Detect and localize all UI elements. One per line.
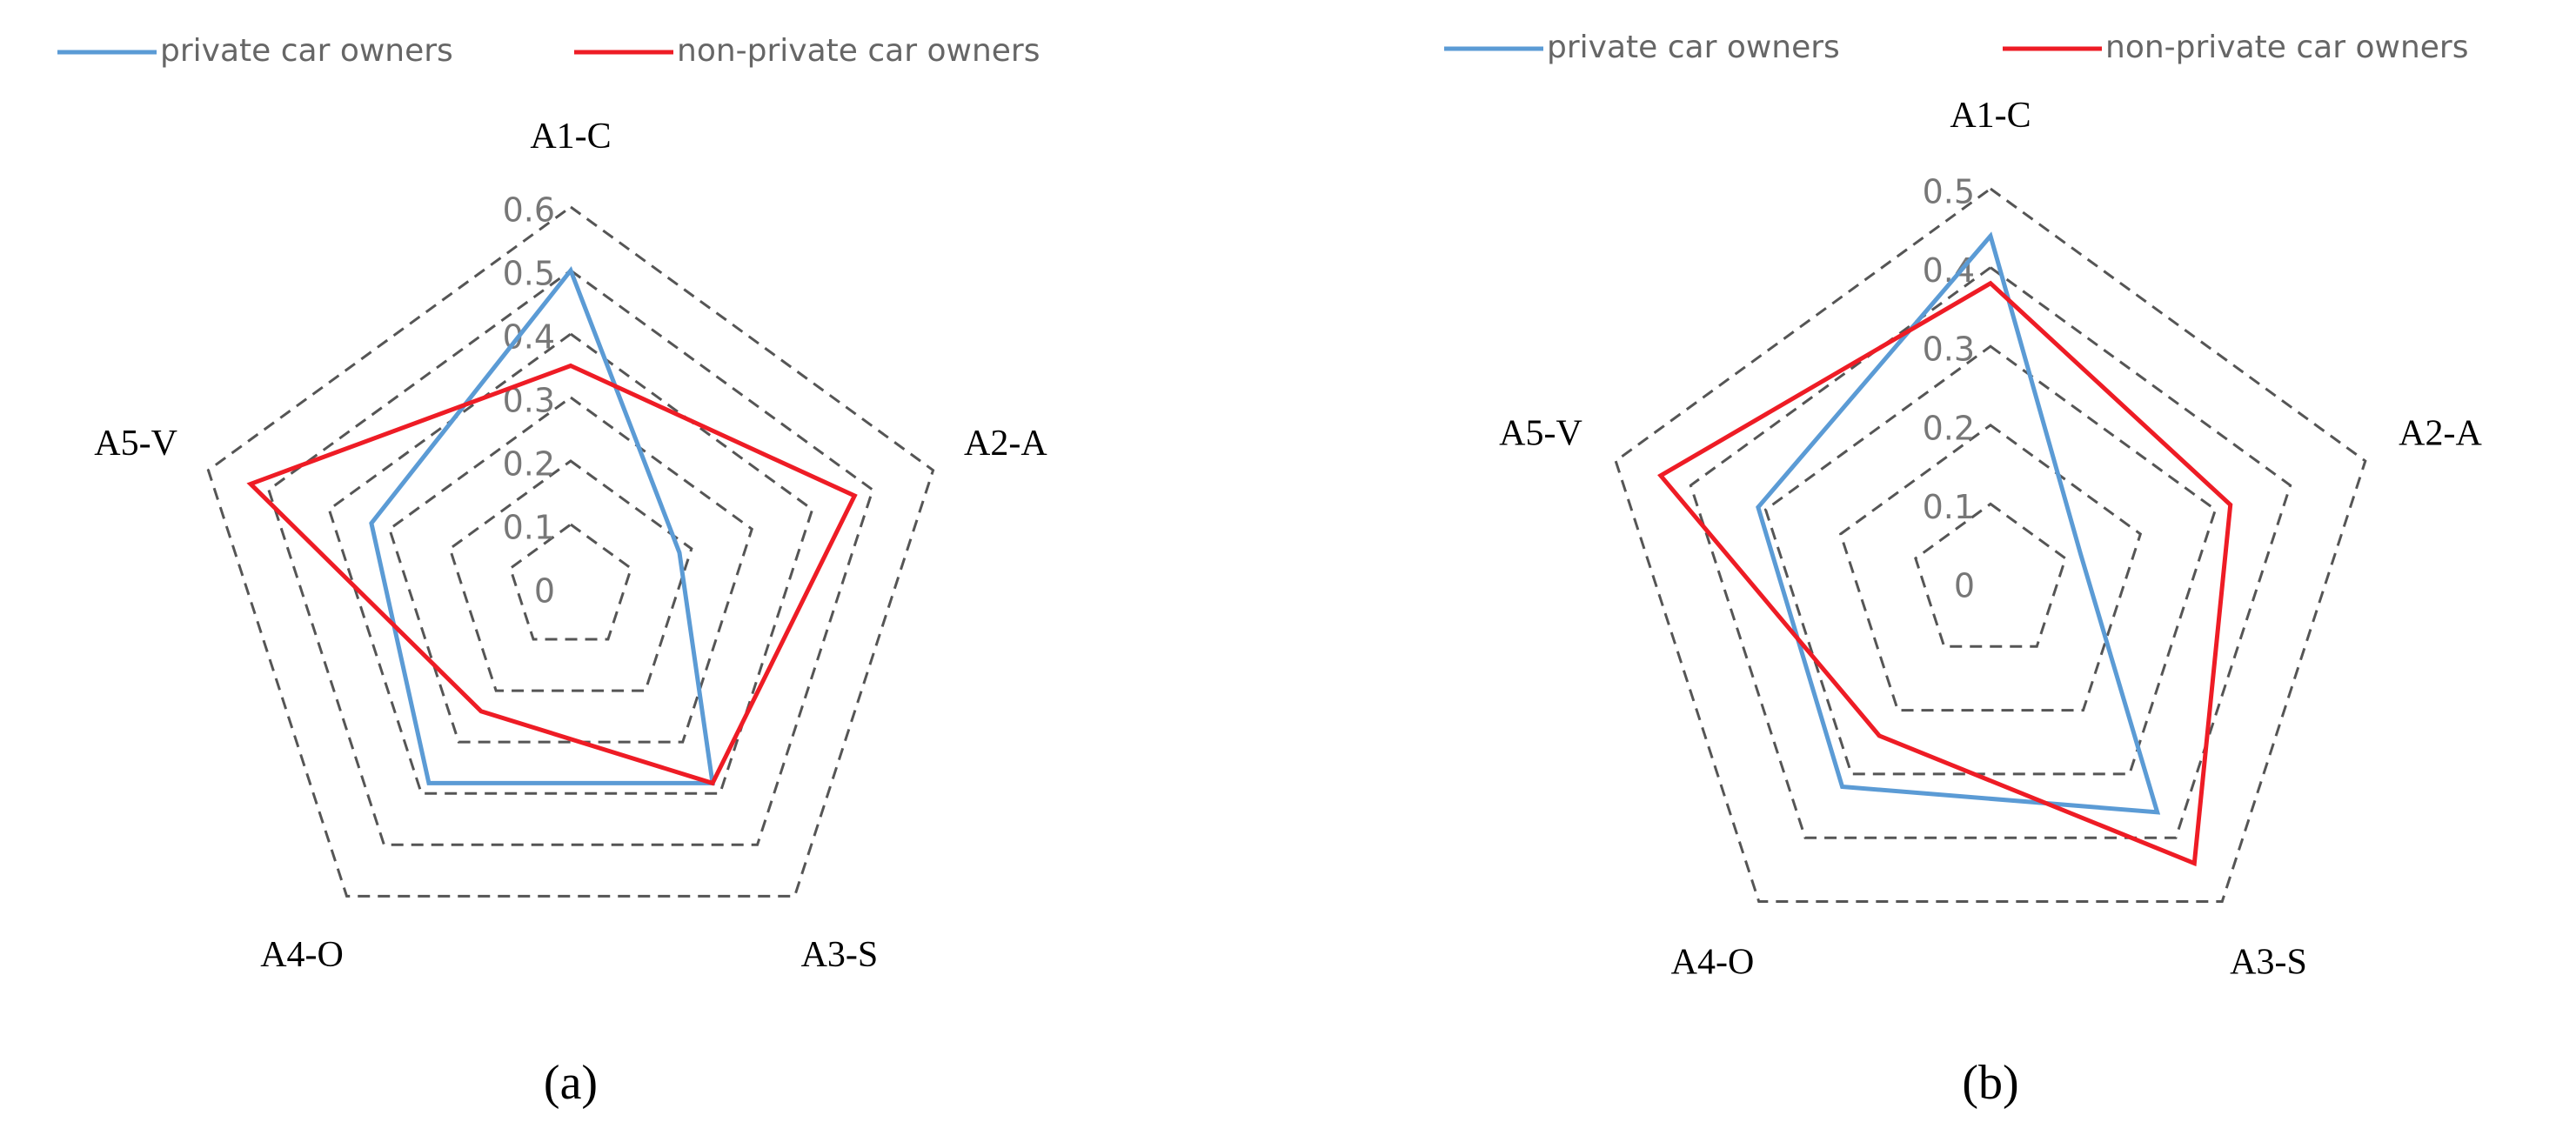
tick-label: 0.6 [503,191,555,230]
tick-label: 0.1 [1923,488,1975,526]
grid-line [387,396,754,744]
legend-label: non-private car owners [677,33,1040,69]
grid-line [206,205,935,898]
category-label: A4-O [260,935,344,975]
category-label: A4-O [1671,942,1755,982]
legend-label: non-private car owners [2105,30,2468,65]
tick-label: 0.5 [503,255,555,293]
series-line [246,363,858,786]
tick-label: 0 [534,572,555,611]
caption: (b) [1962,1056,2018,1110]
tick-label: 0 [1954,567,1975,605]
category-label: A1-C [530,117,611,157]
category-label: A5-V [94,424,177,464]
caption: (a) [544,1056,598,1110]
tick-label: 0.3 [1923,331,1975,369]
category-label: A3-S [2230,942,2307,982]
series-line [1756,231,2161,815]
category-label: A1-C [1950,96,2031,136]
category-label: A2-A [2399,414,2482,454]
grid-line [1689,265,2292,839]
category-label: A3-S [801,935,879,975]
tick-label: 0.2 [503,445,555,484]
series-line [1657,280,2233,867]
category-label: A2-A [964,424,1047,464]
grid-line [1763,344,2218,776]
tick-label: 0.2 [1923,409,1975,447]
tick-label: 0.1 [503,509,555,547]
series-line [369,266,715,785]
tick-label: 0.5 [1923,173,1975,211]
legend-label: private car owners [1547,30,1840,65]
grid-line [1614,187,2367,903]
legend-label: private car owners [160,33,453,69]
grid-line [1838,423,2143,712]
grid-line [1914,502,2067,648]
category-label: A5-V [1499,414,1582,454]
grid-line [267,269,874,846]
grid-line [508,523,633,641]
grid-line [327,332,814,795]
